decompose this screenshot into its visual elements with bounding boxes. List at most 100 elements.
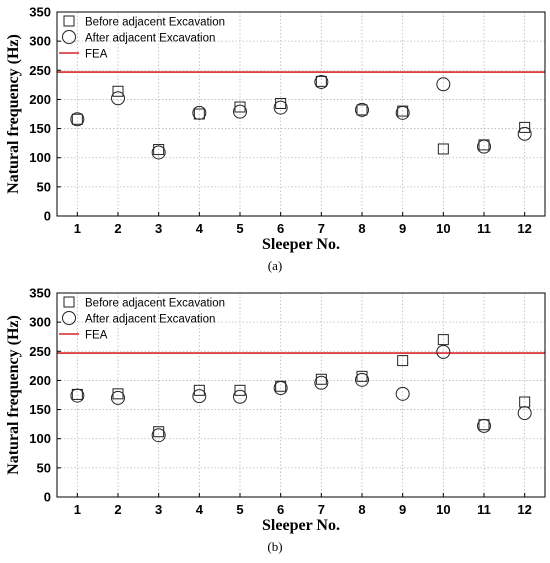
chart-panel-2: 1 2 3 4 5 6 7 8 9 10 11 12050100150200250300350Slee…: [5, 286, 546, 554]
data-point-after: [355, 102, 369, 117]
legend-label-after: After adjacent Excavation: [85, 314, 215, 326]
data-point-after: [436, 77, 451, 92]
x-tick-label: 8: [358, 502, 365, 517]
plot-frame: [56, 292, 546, 498]
data-point-before: [437, 143, 449, 155]
y-axis-label: Natural frequency (Hz): [5, 315, 22, 475]
data-point-after: [355, 372, 369, 387]
data-point-after: [273, 100, 288, 115]
data-point-after: [70, 112, 85, 127]
data-point-after: [395, 386, 410, 401]
data-point-before: [234, 384, 246, 396]
y-tick-label: 350: [29, 286, 51, 301]
x-tick-label: 3: [155, 221, 162, 236]
legend-label-before: Before adjacent Excavation: [85, 298, 225, 310]
data-point-after: [517, 406, 532, 421]
x-tick-label: 12: [517, 502, 531, 517]
x-axis-label: Sleeper No.: [262, 517, 340, 534]
y-tick-label: 200: [29, 373, 51, 388]
legend-square-marker: [63, 15, 75, 27]
x-tick-label: 5: [236, 502, 243, 517]
data-point-before: [193, 384, 205, 396]
subplot-label: (a): [268, 258, 282, 273]
y-tick-label: 100: [29, 150, 51, 165]
subplot-label: (b): [267, 539, 282, 554]
y-tick-label: 300: [29, 315, 51, 330]
y-tick-label: 200: [29, 92, 51, 107]
y-tick-label: 0: [44, 209, 51, 224]
y-tick-label: 50: [37, 179, 51, 194]
legend-label-after: After adjacent Excavation: [85, 33, 215, 45]
y-tick-label: 50: [37, 460, 51, 475]
data-point-after: [233, 104, 247, 119]
data-point-before: [478, 419, 490, 431]
data-point-after: [151, 428, 166, 443]
y-tick-label: 100: [29, 431, 51, 446]
data-point-before: [153, 144, 165, 156]
y-tick-label: 350: [29, 5, 51, 20]
y-tick-label: 150: [29, 402, 51, 417]
x-tick-label: 3: [155, 502, 162, 517]
x-tick-label: 5: [236, 221, 243, 236]
x-tick-label: 8: [358, 221, 365, 236]
data-point-after: [233, 389, 247, 404]
y-tick-label: 0: [44, 490, 51, 505]
x-tick-label: 4: [196, 221, 204, 236]
chart-panel-1: 1 2 3 4 5 6 7 8 9 10 11 12050100150200250300350Slee…: [5, 5, 546, 273]
x-tick-label: 2: [114, 502, 121, 517]
y-tick-label: 300: [29, 34, 51, 49]
legend-square-marker: [63, 296, 75, 308]
data-point-after: [395, 105, 410, 120]
x-tick-label: 2: [114, 221, 121, 236]
data-point-after: [151, 145, 166, 160]
x-tick-label: 11: [477, 221, 491, 236]
y-tick-label: 150: [29, 121, 51, 136]
data-point-after: [192, 389, 207, 404]
data-point-after: [436, 344, 451, 359]
x-tick-label: 10: [436, 221, 450, 236]
data-point-after: [477, 418, 491, 433]
data-point-after: [477, 139, 491, 154]
x-axis-label: Sleeper No.: [262, 236, 340, 253]
x-tick-label: 6: [277, 502, 284, 517]
data-point-after: [517, 126, 532, 141]
data-point-after: [70, 388, 85, 403]
data-point-before: [71, 113, 83, 125]
x-tick-label: 4: [196, 502, 204, 517]
x-tick-label: 9: [399, 502, 406, 517]
data-point-after: [111, 390, 125, 405]
data-point-before: [71, 388, 83, 400]
x-tick-label: 1: [74, 502, 81, 517]
plot-frame: [56, 11, 546, 217]
legend: Before adjacent Excavation After adjacent…: [59, 296, 225, 342]
data-point-before: [356, 104, 368, 116]
data-point-after: [273, 381, 288, 396]
x-tick-label: 6: [277, 221, 284, 236]
legend: Before adjacent Excavation After adjacent…: [59, 15, 225, 61]
data-point-before: [437, 334, 449, 346]
x-tick-label: 9: [399, 221, 406, 236]
legend-circle-marker: [62, 311, 76, 325]
x-tick-label: 7: [318, 221, 325, 236]
x-tick-label: 11: [477, 502, 491, 517]
y-tick-label: 250: [29, 344, 51, 359]
data-point-before: [519, 121, 531, 133]
data-point-before: [112, 85, 124, 97]
data-point-before: [112, 388, 124, 400]
legend-label-fea: FEA: [85, 330, 108, 342]
y-axis-label: Natural frequency (Hz): [5, 34, 22, 194]
data-point-before: [397, 355, 409, 367]
x-tick-label: 10: [436, 502, 450, 517]
x-tick-label: 12: [517, 221, 531, 236]
x-tick-label: 7: [318, 502, 325, 517]
legend-label-fea: FEA: [85, 49, 108, 61]
data-point-before: [315, 75, 327, 87]
legend-circle-marker: [62, 30, 76, 44]
x-tick-label: 1: [74, 221, 81, 236]
legend-label-before: Before adjacent Excavation: [85, 17, 225, 29]
data-point-after: [314, 375, 329, 390]
data-point-after: [314, 74, 329, 89]
data-point-after: [192, 105, 207, 120]
data-point-after: [111, 91, 125, 106]
